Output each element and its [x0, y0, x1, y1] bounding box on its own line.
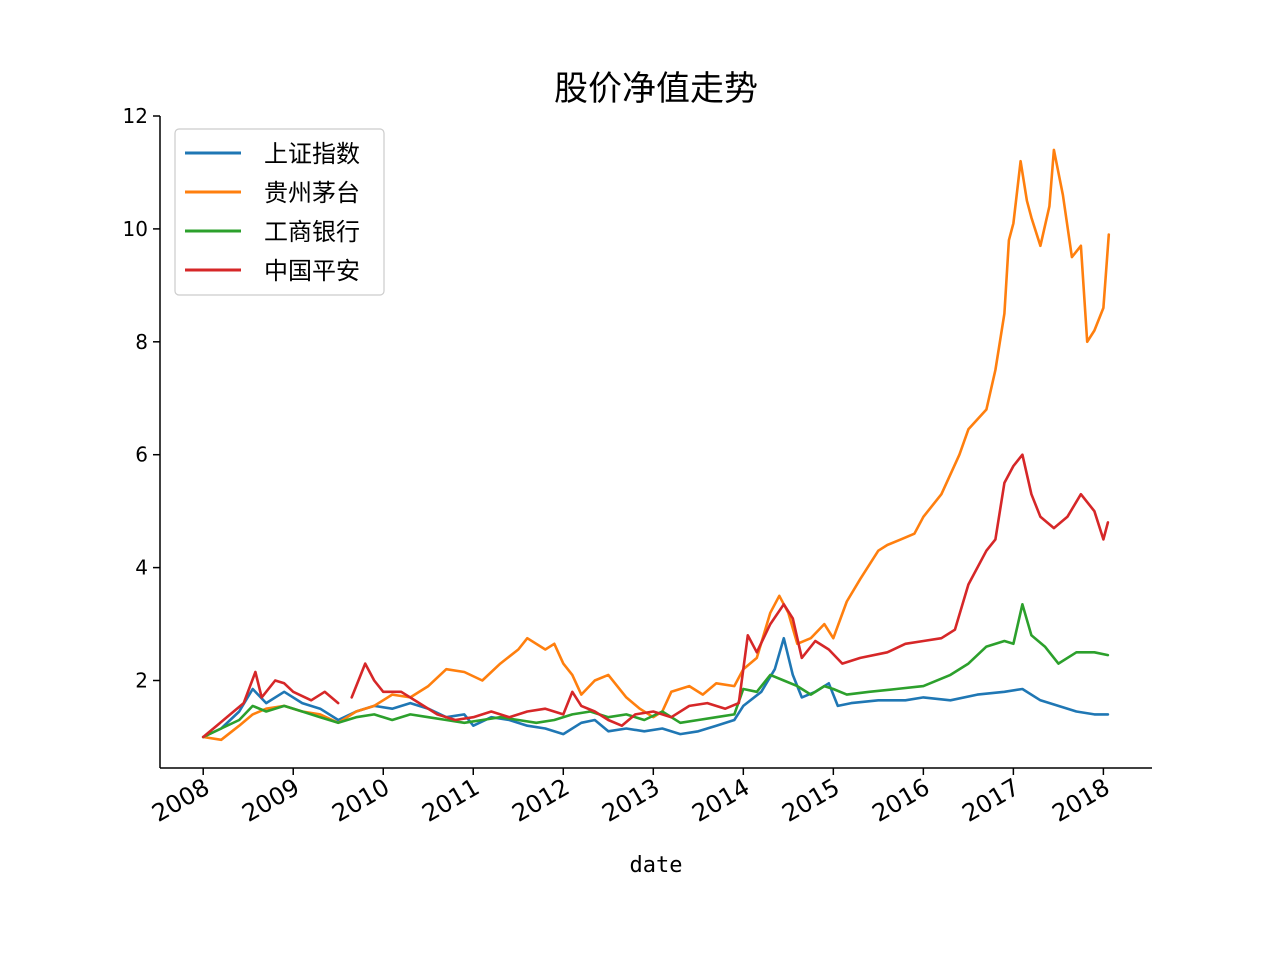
plot-area	[201, 148, 1111, 742]
x-tick-label: 2012	[507, 773, 574, 828]
legend-box	[174, 128, 385, 296]
x-tick-label: 2014	[687, 773, 754, 828]
legend-label-1: 贵州茅台	[264, 179, 360, 207]
axes	[159, 116, 1152, 769]
x-tick-label: 2011	[417, 773, 484, 828]
legend-label-2: 工商银行	[264, 218, 360, 246]
legend-label-0: 上证指数	[264, 140, 360, 168]
y-tick-label: 10	[123, 217, 148, 241]
legend-label-3: 中国平安	[264, 257, 360, 285]
x-tick-label: 2013	[597, 773, 664, 828]
x-axis-label: date	[630, 853, 683, 878]
series-line-3	[201, 453, 1110, 739]
y-tick-label: 8	[135, 330, 148, 354]
chart-title: 股价净值走势	[554, 69, 758, 109]
y-tick-label: 12	[123, 104, 148, 128]
y-ticks: 2 4 6 8 10 12	[123, 104, 160, 693]
x-ticks: 2008 2009 2010 2011 2012 2013 2014 2015 2016 2017…	[147, 768, 1114, 828]
y-tick-label: 6	[135, 443, 148, 467]
x-tick-label: 2008	[147, 773, 214, 828]
x-tick-label: 2009	[237, 773, 304, 828]
x-tick-label: 2017	[957, 773, 1024, 828]
y-tick-label: 4	[135, 556, 148, 580]
x-tick-label: 2018	[1047, 773, 1114, 828]
series-line-2	[201, 603, 1110, 739]
x-tick-label: 2015	[777, 773, 844, 828]
x-tick-label: 2010	[327, 773, 394, 828]
x-tick-label: 2016	[867, 773, 934, 828]
y-tick-label: 2	[135, 669, 148, 693]
